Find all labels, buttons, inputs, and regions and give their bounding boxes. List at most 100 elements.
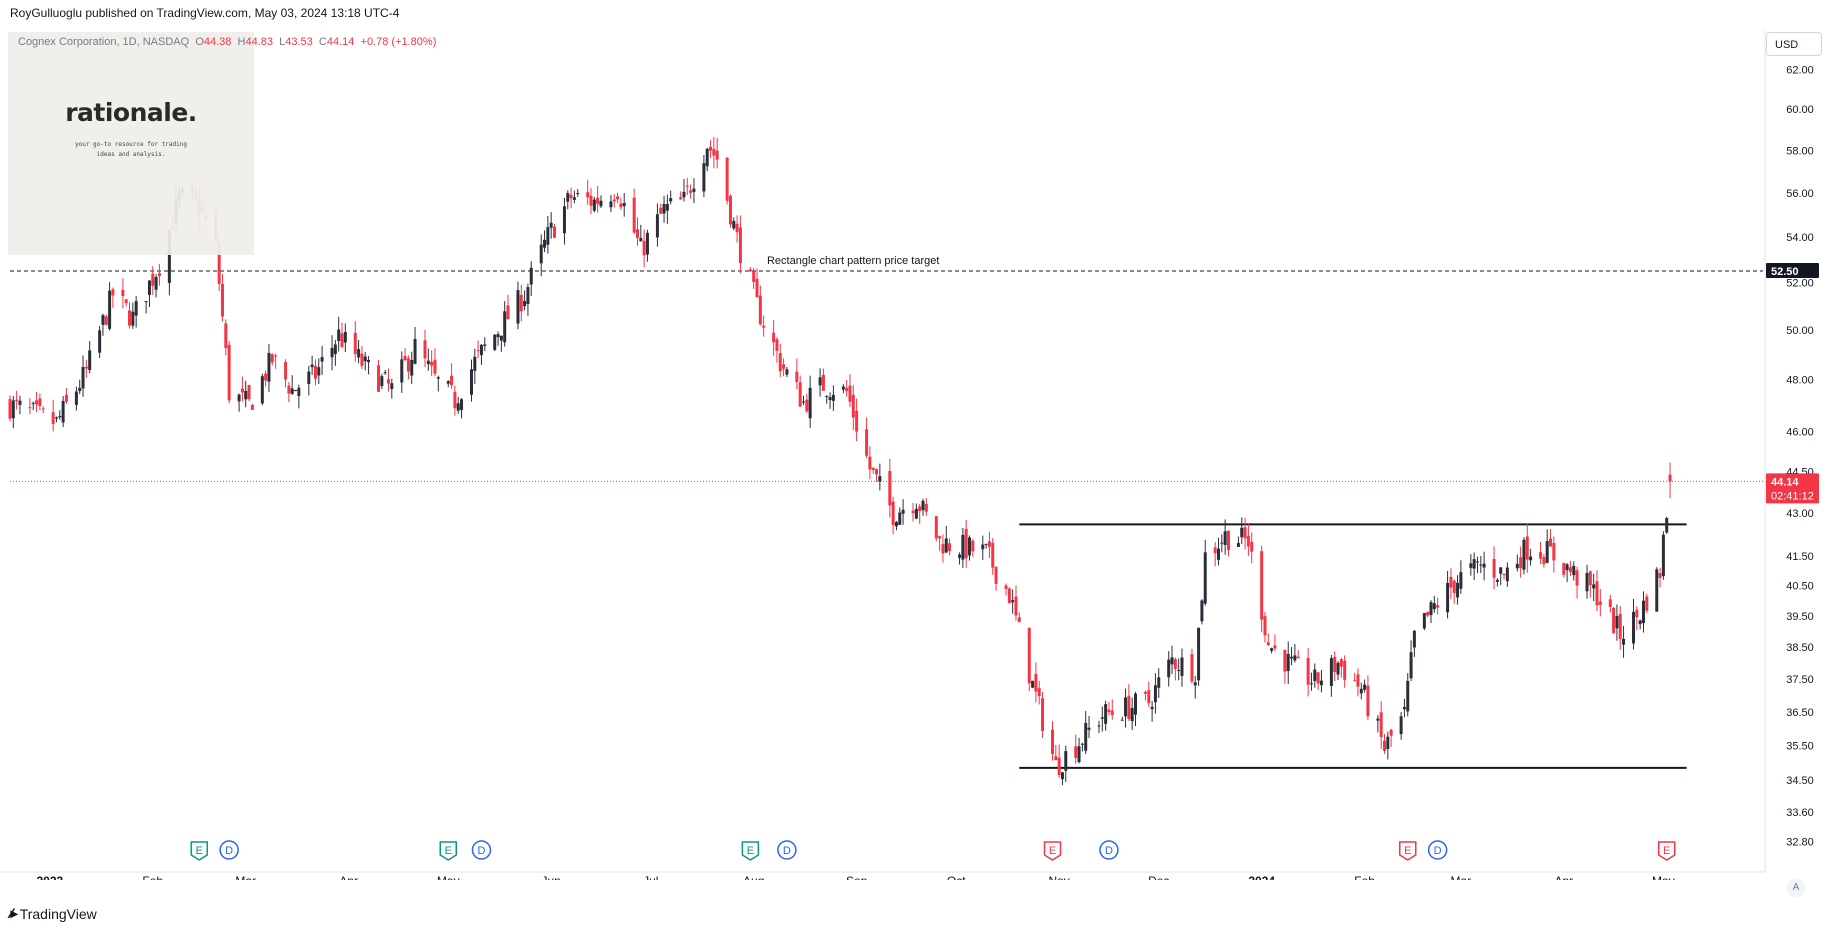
dividend-marker[interactable]	[471, 840, 492, 860]
candle-body	[924, 503, 928, 512]
earnings-marker[interactable]	[1043, 841, 1062, 861]
candlestick-chart[interactable]: 32.80 33.60 34.50 35.50 36.50 37.50 38.50 39.50…	[0, 30, 1835, 880]
candle-body	[111, 289, 115, 296]
candle-body	[403, 355, 407, 360]
candle-body	[1273, 645, 1277, 649]
candle-body	[901, 509, 905, 514]
candle-body	[586, 192, 590, 198]
target-badge-value: 52.50	[1771, 266, 1799, 278]
candle-body	[1266, 642, 1270, 646]
candle-body	[1565, 564, 1569, 571]
candle-body	[825, 395, 829, 397]
auto-scale-button[interactable]: A	[1787, 879, 1805, 897]
candle-body	[1290, 656, 1294, 659]
candle-body	[28, 407, 32, 409]
dividend-marker[interactable]	[1099, 840, 1119, 860]
dividend-marker[interactable]	[219, 840, 239, 860]
y-tick-label: 46.00	[1786, 426, 1814, 438]
candle-body	[1203, 552, 1207, 604]
x-tick-label: Feb	[142, 874, 163, 880]
candle-body	[1336, 662, 1340, 675]
candle-body	[1522, 539, 1526, 570]
candle-body	[227, 344, 231, 401]
earnings-marker[interactable]	[1399, 841, 1417, 861]
y-tick-label: 34.50	[1786, 775, 1814, 787]
candle-body	[1031, 680, 1035, 688]
candle-body	[1572, 565, 1576, 576]
candle-body	[1632, 611, 1636, 644]
y-tick-label: 48.00	[1786, 375, 1814, 387]
candle-body	[1665, 517, 1669, 533]
candle-body	[934, 516, 938, 539]
candle-body	[1077, 746, 1081, 763]
candle-body	[841, 386, 845, 390]
candle-body	[460, 399, 464, 410]
price-axis-panel[interactable]	[1765, 30, 1835, 880]
candle-body	[11, 400, 15, 419]
symbol-legend: Cognex Corporation, 1D, NASDAQ O44.38 H4…	[18, 36, 436, 48]
candle-body	[1087, 727, 1091, 730]
candle-body	[1329, 658, 1333, 687]
candle-body	[1376, 718, 1380, 721]
candle-body	[1412, 630, 1416, 648]
candle-body	[1037, 688, 1041, 697]
candle-body	[1319, 680, 1323, 686]
open-value: 44.38	[203, 36, 232, 48]
candle-body	[1459, 572, 1463, 589]
candle-body	[619, 203, 623, 208]
candle-body	[592, 199, 596, 211]
candle-body	[566, 193, 570, 202]
earnings-marker[interactable]	[190, 841, 208, 861]
x-tick-label: May	[437, 874, 460, 880]
candle-body	[506, 305, 510, 320]
candle-body	[290, 388, 294, 394]
change-value: +0.78 (+1.80%)	[360, 36, 437, 48]
candle-body	[732, 220, 736, 229]
candle-body	[1150, 706, 1154, 710]
candle-body	[914, 508, 918, 519]
candle-body	[383, 372, 387, 374]
target-badge	[1766, 263, 1819, 279]
candle-body	[539, 244, 543, 264]
dividend-marker[interactable]	[777, 840, 797, 860]
candle-body	[1658, 573, 1662, 578]
candle-body	[58, 416, 62, 418]
earnings-marker[interactable]	[1657, 841, 1676, 861]
candle-body	[994, 566, 998, 584]
candle-body	[469, 369, 473, 395]
chart-area[interactable]: 32.80 33.60 34.50 35.50 36.50 37.50 38.50 39.50…	[0, 30, 1835, 880]
candle-body	[1475, 561, 1479, 563]
currency-button[interactable]: USD	[1766, 32, 1822, 56]
candle-body	[1645, 596, 1649, 611]
candle-body	[1084, 722, 1088, 751]
candle-body	[1542, 557, 1546, 565]
high-value: 44.83	[245, 36, 274, 48]
candle-body	[479, 344, 483, 356]
candle-body	[758, 295, 762, 325]
candle-body	[1436, 605, 1440, 608]
candle-body	[679, 197, 683, 200]
candle-body	[519, 294, 523, 312]
candle-body	[128, 310, 132, 326]
candle-body	[124, 299, 128, 304]
earnings-marker[interactable]	[741, 841, 760, 861]
x-tick-label: May	[1652, 874, 1675, 880]
author-text: RoyGulluoglu published on TradingView.co…	[10, 6, 248, 20]
candle-body	[1134, 693, 1138, 715]
candle-body	[818, 377, 822, 386]
candle-body	[54, 417, 58, 419]
footer-brand[interactable]: ⁄⁄▸ TradingView	[10, 905, 97, 922]
candle-body	[476, 350, 480, 352]
candle-body	[310, 364, 314, 368]
candle-body	[84, 366, 88, 369]
y-tick-label: 36.50	[1786, 707, 1814, 719]
candle-body	[921, 500, 925, 511]
candle-body	[1293, 655, 1297, 661]
x-tick-label: Sep	[846, 874, 868, 880]
candle-body	[1406, 680, 1410, 712]
candle-body	[1525, 536, 1529, 560]
x-tick-label: Mar	[1451, 874, 1472, 880]
dividend-marker[interactable]	[1427, 840, 1448, 860]
earnings-marker[interactable]	[439, 841, 457, 861]
candle-body	[865, 429, 869, 456]
